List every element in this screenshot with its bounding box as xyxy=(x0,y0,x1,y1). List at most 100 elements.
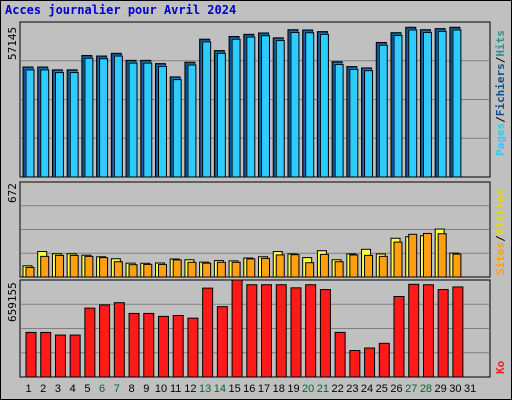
sites-bar xyxy=(84,255,94,278)
pages-bar xyxy=(349,68,359,178)
sites-bar xyxy=(393,241,403,278)
x-tick-label: 11 xyxy=(169,383,182,395)
sites-bar xyxy=(378,255,388,278)
ko-bar xyxy=(305,284,317,378)
pages-bar xyxy=(408,29,418,178)
x-tick-label: 20 xyxy=(302,383,315,395)
legend-sep: / xyxy=(494,56,507,64)
pages-bar xyxy=(172,79,182,178)
ko-bar xyxy=(246,284,258,378)
legend-pages-fichiers-hits: Pages/Fichiers/Hits xyxy=(494,30,507,156)
sites-bar xyxy=(437,233,447,278)
x-tick-label: 23 xyxy=(346,383,359,395)
sites-bar xyxy=(157,263,167,278)
ko-bar xyxy=(187,317,199,378)
pages-bar xyxy=(128,62,138,178)
x-tick-label: 28 xyxy=(419,383,433,395)
ko-bar xyxy=(393,296,405,378)
x-tick-label: 18 xyxy=(272,383,285,395)
pages-bar xyxy=(378,44,388,178)
ko-bar xyxy=(84,307,96,378)
legend-sites-visites: Sites/Visites xyxy=(494,189,507,275)
sites-bar xyxy=(216,261,226,278)
pages-bar xyxy=(69,72,79,178)
x-tick-label: 30 xyxy=(449,383,462,395)
sites-bar xyxy=(349,254,359,278)
ko-bar xyxy=(172,314,184,378)
x-tick-label: 8 xyxy=(128,383,135,395)
ko-bar xyxy=(290,287,302,378)
pages-bar xyxy=(393,34,403,178)
sites-bar xyxy=(69,254,79,278)
sites-bar xyxy=(113,261,123,278)
legend-ko-label: Ko xyxy=(494,360,507,374)
ko-bar xyxy=(216,306,228,378)
legend-sep: / xyxy=(494,235,507,242)
ko-bar xyxy=(261,284,273,378)
pages-bar xyxy=(202,41,212,178)
pages-bar xyxy=(54,72,64,178)
pages-bar xyxy=(231,38,241,178)
x-tick-label: 7 xyxy=(113,383,120,395)
sites-bar xyxy=(40,255,50,278)
hits-ymax-label: 57145 xyxy=(6,26,19,60)
sites-bar xyxy=(452,253,462,278)
legend-pages: Pages xyxy=(494,122,507,156)
ko-bar xyxy=(113,302,125,378)
x-tick-label: 16 xyxy=(243,383,256,395)
x-tick-label: 21 xyxy=(316,383,330,395)
x-tick-label: 24 xyxy=(360,383,374,395)
pages-bar xyxy=(275,40,285,178)
x-tick-label: 2 xyxy=(40,383,47,395)
x-tick-label: 31 xyxy=(463,383,477,395)
pages-bar xyxy=(99,58,109,178)
pages-bar xyxy=(319,33,329,178)
ko-bar xyxy=(202,287,214,378)
ko-bar xyxy=(452,286,464,378)
x-tick-label: 29 xyxy=(434,383,447,395)
chart-title: Acces journalier pour Avril 2024 xyxy=(5,3,237,17)
pages-bar xyxy=(334,63,344,178)
ko-bar xyxy=(40,331,52,378)
x-tick-label: 22 xyxy=(331,383,344,395)
ko-bar xyxy=(378,342,390,378)
x-tick-label: 25 xyxy=(375,383,388,395)
pages-bar xyxy=(40,69,50,178)
ko-bar xyxy=(437,289,449,378)
x-tick-label: 19 xyxy=(287,383,300,395)
sites-bar xyxy=(422,232,432,278)
x-tick-label: 9 xyxy=(143,383,150,395)
ko-bar xyxy=(408,283,420,378)
x-tick-label: 14 xyxy=(213,383,226,395)
sites-bar xyxy=(25,266,35,278)
legend-sites: Sites xyxy=(494,241,507,275)
sites-bar xyxy=(99,257,109,278)
x-tick-label: 1 xyxy=(25,383,32,395)
x-tick-label: 12 xyxy=(184,383,197,395)
ko-bar xyxy=(99,304,111,378)
ko-bar xyxy=(275,284,287,378)
x-tick-label: 13 xyxy=(199,383,212,395)
kb-ymax-label: 659155 xyxy=(6,282,19,322)
sites-bar xyxy=(128,264,138,278)
pages-bar xyxy=(143,62,153,178)
pages-bar xyxy=(246,36,256,178)
pages-bar xyxy=(187,64,197,178)
x-tick-label: 3 xyxy=(54,383,61,395)
sites-bar xyxy=(261,257,271,278)
ko-bar xyxy=(231,279,243,378)
pages-bar xyxy=(261,35,271,178)
visits-ymax-label: 672 xyxy=(6,183,19,203)
sites-bar xyxy=(290,254,300,278)
legend-hits: Hits xyxy=(494,30,507,57)
sites-bar xyxy=(246,258,256,278)
pages-bar xyxy=(113,55,123,178)
pages-bar xyxy=(452,29,462,178)
pages-bar xyxy=(290,31,300,178)
sites-bar xyxy=(305,262,315,278)
sites-bar xyxy=(364,254,374,278)
ko-bar xyxy=(422,284,434,378)
ko-bar xyxy=(319,289,331,378)
sites-bar xyxy=(334,261,344,278)
